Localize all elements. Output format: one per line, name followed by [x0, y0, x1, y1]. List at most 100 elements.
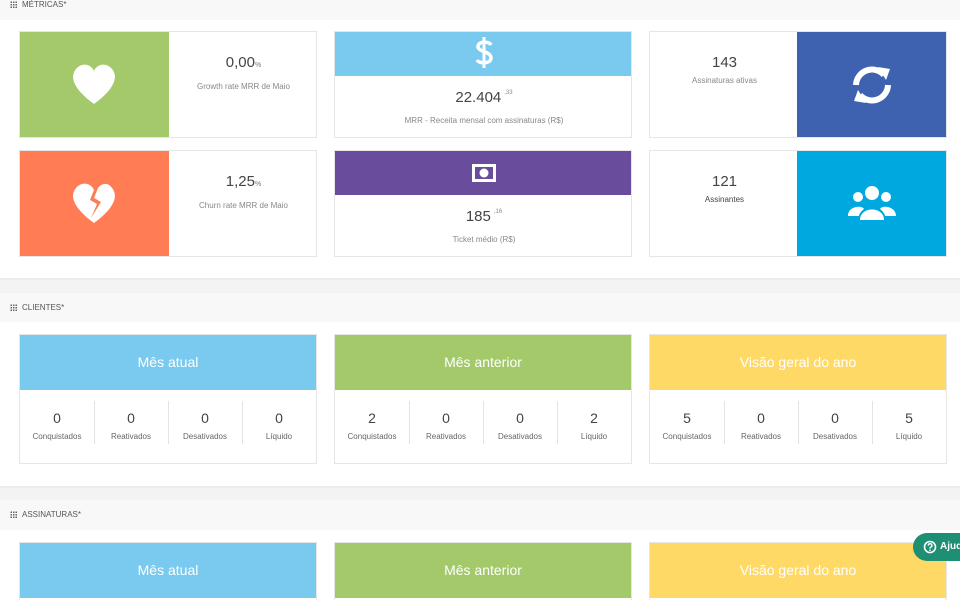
- icon-block: [20, 32, 169, 137]
- clientes-card: Visão geral do ano 5 Conquistados 0 Reativad…: [649, 334, 947, 464]
- icon-block: [797, 151, 946, 256]
- icon: [64, 54, 124, 119]
- stat: 0 Reativados: [94, 390, 168, 463]
- metric-text: 121 Assinantes: [650, 151, 799, 256]
- stat: 0 Reativados: [724, 390, 798, 463]
- refresh-icon: [853, 66, 891, 104]
- broken-icon: [73, 183, 115, 223]
- icon: [454, 32, 514, 90]
- stat-label: Desativados: [812, 432, 858, 441]
- stat-value: 0: [53, 410, 61, 426]
- metric-text: 22.404,33 MRR - Receita mensal com assina…: [335, 32, 631, 137]
- assinaturas-card: Mês anterior: [334, 542, 632, 600]
- icon: [842, 174, 902, 239]
- section-header: MÉTRICAS*: [0, 0, 960, 21]
- metric-value: 143: [650, 54, 799, 71]
- stat-value: 0: [201, 410, 209, 426]
- stat: 0 Desativados: [798, 390, 872, 463]
- metric-cents: ,16: [493, 209, 503, 215]
- metric-card: 0,00% Growth rate MRR de Maio: [19, 31, 317, 138]
- card-band: Mês anterior: [335, 335, 631, 390]
- users-icon: [848, 186, 896, 220]
- metric-card: 121 Assinantes: [649, 150, 947, 257]
- metric-card: 22.404,33 MRR - Receita mensal com assina…: [334, 31, 632, 138]
- card-band: Visão geral do ano: [650, 543, 946, 598]
- heart-icon: [73, 64, 115, 104]
- stat-value: 0: [275, 410, 283, 426]
- icon: [454, 151, 514, 209]
- metric-caption: Assinaturas ativas: [692, 76, 757, 85]
- money-icon: [472, 164, 496, 182]
- help-icon: [923, 540, 937, 554]
- metric-value: 185,16: [335, 208, 631, 225]
- metric-unit: %: [254, 181, 262, 188]
- icon-block: [797, 32, 946, 137]
- icon-block: [20, 151, 169, 256]
- assinaturas-card: Visão geral do ano: [649, 542, 947, 600]
- section-title: CLIENTES*: [22, 303, 65, 312]
- card-band: Mês atual: [20, 335, 316, 390]
- metric-unit: %: [254, 62, 262, 69]
- metric-number: 22.404: [455, 89, 502, 106]
- section-title: MÉTRICAS*: [22, 0, 67, 9]
- metric-text: 185,16 Ticket médio (R$): [335, 151, 631, 256]
- card-band: Mês anterior: [335, 543, 631, 598]
- metric-text: 0,00% Growth rate MRR de Maio: [169, 32, 316, 137]
- metric-cents: ,33: [504, 90, 513, 96]
- stat-label: Líquido: [580, 432, 608, 441]
- stat: 2 Conquistados: [335, 390, 409, 463]
- stat-label: Conquistados: [32, 432, 82, 441]
- stat-label: Desativados: [497, 432, 543, 441]
- card-band: Mês atual: [20, 543, 316, 598]
- stat-value: 5: [905, 410, 913, 426]
- icon-band: [335, 151, 631, 195]
- metric-value: 1,25%: [169, 173, 316, 190]
- section-title: ASSINATURAS*: [22, 510, 81, 519]
- stats-row: 5 Conquistados 0 Reativados 0 Desativados 5 Líq…: [650, 390, 946, 463]
- stat-value: 0: [442, 410, 450, 426]
- metric-number: 143: [711, 54, 738, 71]
- stat-label: Desativados: [182, 432, 228, 441]
- metric-caption: MRR - Receita mensal com assinaturas (R$…: [404, 116, 564, 125]
- assinaturas-card: Mês atual: [19, 542, 317, 600]
- help-button[interactable]: Ajuda: [913, 533, 960, 561]
- stat-value: 0: [757, 410, 765, 426]
- stat-value: 0: [516, 410, 524, 426]
- stat: 5 Conquistados: [650, 390, 724, 463]
- dollar-icon: [475, 37, 493, 68]
- stats-row: 0 Conquistados 0 Reativados 0 Desativados 0 Líq…: [20, 390, 316, 463]
- metric-value: 121: [650, 173, 799, 190]
- metric-number: 185: [465, 208, 491, 225]
- stat-label: Reativados: [110, 432, 152, 441]
- metric-card: 185,16 Ticket médio (R$): [334, 150, 632, 257]
- section-header: CLIENTES*: [0, 293, 960, 323]
- grid-icon: [10, 304, 17, 311]
- stat-label: Líquido: [895, 432, 923, 441]
- metric-card: 1,25% Churn rate MRR de Maio: [19, 150, 317, 257]
- card-band: Visão geral do ano: [650, 335, 946, 390]
- stat-label: Líquido: [265, 432, 293, 441]
- stat: 0 Desativados: [483, 390, 557, 463]
- metric-caption: Growth rate MRR de Maio: [197, 82, 290, 91]
- metric-caption: Assinantes: [704, 195, 745, 204]
- stats-row: 2 Conquistados 0 Reativados 0 Desativados 2 Líq…: [335, 390, 631, 463]
- stat-value: 5: [683, 410, 691, 426]
- stat: 0 Reativados: [409, 390, 483, 463]
- stat-label: Conquistados: [347, 432, 397, 441]
- section-header: ASSINATURAS*: [0, 500, 960, 531]
- stat-label: Conquistados: [662, 432, 712, 441]
- icon-band: [335, 32, 631, 76]
- icon: [64, 173, 124, 238]
- metric-value: 22.404,33: [335, 89, 631, 106]
- metric-card: 143 Assinaturas ativas: [649, 31, 947, 138]
- stat: 0 Líquido: [242, 390, 316, 463]
- clientes-card: Mês anterior 2 Conquistados 0 Reativados 0 Des…: [334, 334, 632, 464]
- icon: [842, 55, 902, 120]
- grid-icon: [10, 1, 17, 8]
- stat-value: 0: [127, 410, 135, 426]
- metric-number: 0,00: [225, 54, 255, 71]
- stat-value: 2: [590, 410, 598, 426]
- help-label: Ajuda: [940, 541, 960, 552]
- stat-label: Reativados: [425, 432, 467, 441]
